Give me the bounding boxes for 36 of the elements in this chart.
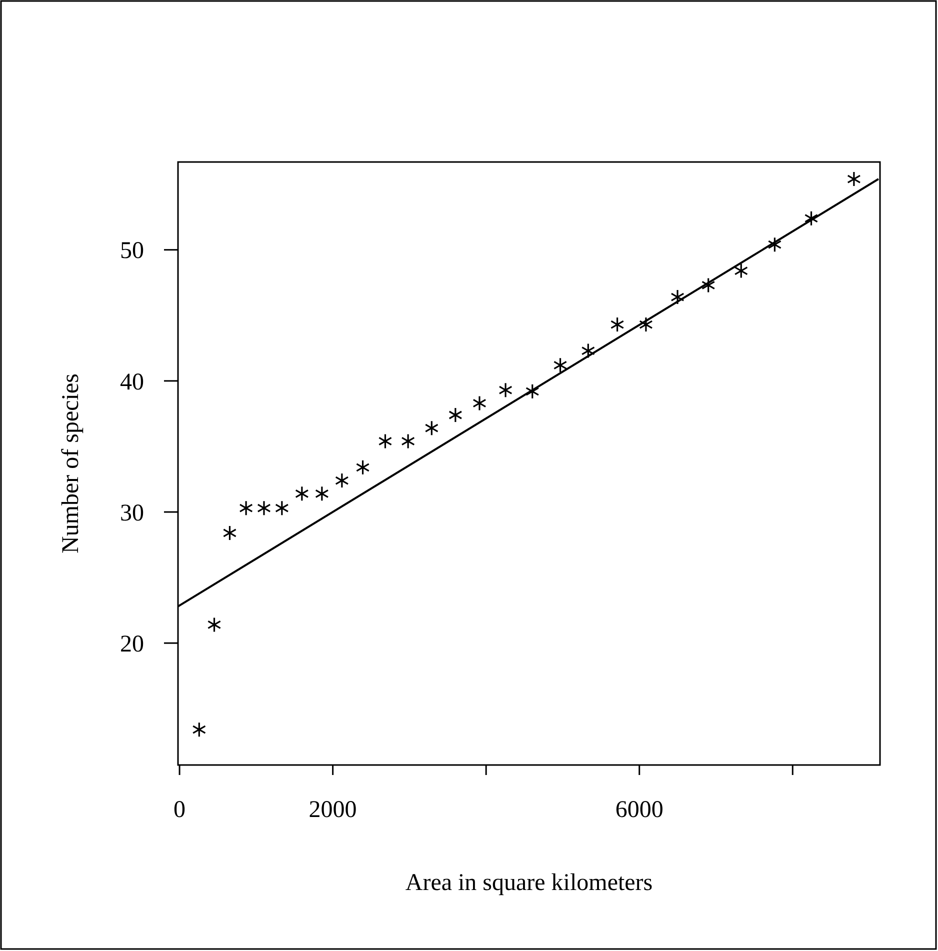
y-tick-label: 20	[120, 631, 144, 658]
point	[610, 316, 624, 332]
point	[401, 433, 415, 450]
point	[275, 500, 289, 516]
point	[734, 263, 748, 279]
point	[207, 616, 222, 633]
point	[295, 486, 309, 502]
point	[315, 486, 329, 502]
point	[670, 289, 684, 305]
point	[472, 395, 486, 411]
y-tick-label: 40	[120, 369, 144, 396]
point	[222, 525, 237, 541]
point	[448, 407, 462, 423]
point	[335, 472, 349, 488]
point	[257, 500, 271, 516]
point	[378, 433, 392, 450]
point	[356, 460, 370, 476]
point	[804, 210, 818, 226]
x-tick-label: 2000	[308, 797, 357, 823]
point	[526, 384, 540, 400]
point	[639, 316, 653, 332]
x-axis-title: Area in square kilometers	[405, 870, 653, 896]
y-tick-label: 50	[120, 238, 144, 264]
x-tick-label: 0	[174, 797, 186, 823]
point	[768, 236, 782, 252]
point	[553, 357, 568, 373]
point	[239, 500, 253, 516]
x-tick-label: 6000	[615, 797, 664, 823]
point	[498, 382, 512, 398]
y-tick-label: 30	[120, 500, 144, 526]
point	[581, 342, 596, 359]
point	[424, 420, 439, 436]
y-axis-title: Number of species	[58, 374, 84, 554]
point	[701, 277, 716, 294]
point	[192, 722, 206, 738]
point	[847, 171, 861, 187]
